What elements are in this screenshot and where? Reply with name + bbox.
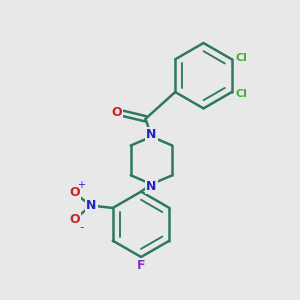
Text: -: - (79, 221, 83, 234)
Text: N: N (146, 128, 157, 141)
Text: O: O (69, 213, 80, 226)
Text: +: + (77, 180, 85, 190)
Text: F: F (137, 259, 145, 272)
Text: O: O (111, 106, 122, 119)
Text: O: O (69, 186, 80, 199)
Text: N: N (86, 199, 97, 212)
Text: N: N (146, 180, 157, 193)
Text: Cl: Cl (236, 88, 247, 98)
Text: Cl: Cl (236, 53, 247, 63)
